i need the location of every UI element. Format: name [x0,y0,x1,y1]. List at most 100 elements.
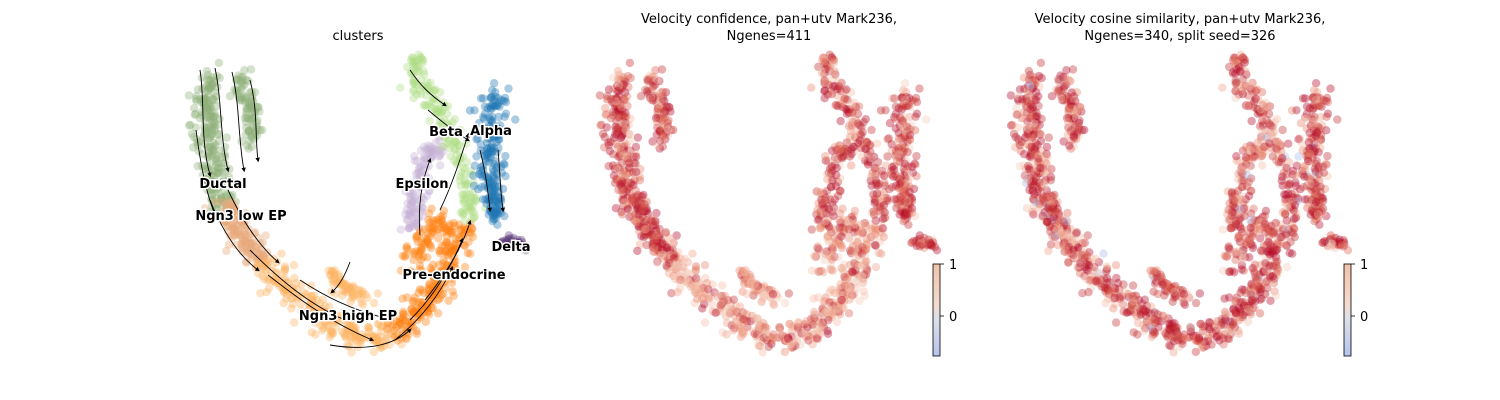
value-cell [710,288,719,297]
value-cell [689,283,698,292]
cluster-cell [400,252,409,261]
value-cell [618,210,627,219]
cluster-cell [198,171,208,180]
value-cell [615,134,624,143]
cluster-cell [442,227,451,236]
value-cell [646,230,656,240]
value-cell [1315,220,1324,229]
cluster-cell [230,85,239,95]
value-cell [597,120,606,130]
value-cell [657,101,666,110]
cluster-cell [258,271,267,281]
cluster-cell [428,268,437,277]
value-cell [620,76,629,85]
value-cell [624,200,633,209]
value-cell [614,152,623,161]
value-cell [741,277,750,286]
cluster-cell [330,272,339,281]
cluster-cell [417,243,426,252]
value-cell [757,319,766,328]
cluster-cell [200,130,209,139]
value-cell [807,83,816,92]
value-cell [691,284,700,293]
value-cell [1238,146,1248,155]
value-cell [825,164,835,173]
value-cell [623,204,632,213]
cluster-cell [259,274,269,284]
value-cell [659,114,668,124]
value-cell [662,261,671,270]
cluster-cell [426,232,435,241]
value-cell [659,109,669,118]
value-cell [1128,281,1138,290]
cluster-cell [420,70,429,79]
value-cell [648,78,657,87]
cluster-cell [219,216,228,225]
cluster-cell [409,94,418,103]
cluster-cell [488,211,498,220]
cluster-cell [497,238,506,247]
value-cell [669,253,678,263]
value-cell [618,130,627,140]
cluster-cell [215,73,224,83]
value-cell [1140,295,1150,304]
value-cell [656,235,666,244]
value-cell [1052,225,1061,234]
value-cell [617,182,626,191]
cluster-cell [258,249,267,259]
cluster-cell [445,221,454,231]
cluster-cell [417,192,426,202]
cluster-cell [428,303,437,313]
cluster-cell [439,206,449,216]
value-cell [704,294,713,303]
value-cell [880,181,890,190]
value-cell [1289,224,1299,233]
cluster-cell [199,99,209,108]
cluster-cell [466,197,475,206]
value-cell [611,130,620,139]
value-cell [667,289,676,298]
value-cell [623,151,632,160]
cluster-cell [310,311,320,320]
value-cell [621,95,630,105]
cluster-cell [213,200,222,209]
value-cell [649,247,658,256]
value-cell [727,321,736,330]
cluster-cell [426,243,436,253]
cluster-cell [440,133,449,142]
value-cell [662,127,671,137]
value-cell [614,106,623,115]
value-cell [656,102,665,111]
value-cell [712,307,722,317]
value-cell [1017,114,1027,123]
value-cell [903,148,912,157]
value-cell [1221,309,1230,318]
cluster-cell [288,293,298,303]
cluster-cell [432,107,442,116]
value-cell [726,309,735,318]
value-cell [760,291,769,300]
cluster-cell [235,230,245,240]
value-cell [756,321,765,330]
cluster-cell [426,295,435,305]
cluster-cell [407,69,416,79]
value-cell [632,217,641,226]
cluster-cell [418,285,427,295]
cluster-cell [224,240,234,249]
cluster-cell [409,87,418,96]
cluster-cell [259,252,268,261]
cluster-cell [409,61,418,71]
value-cell [1224,242,1234,251]
cluster-cell [435,249,445,258]
cluster-cell [504,84,513,93]
value-cell [1015,140,1024,150]
cluster-cell [424,239,433,249]
value-cell [682,274,691,283]
value-cell [1023,86,1033,96]
cluster-cell [448,246,457,255]
cluster-cell [206,132,215,141]
cluster-cell [192,96,201,105]
cluster-cell [369,347,378,357]
cluster-cell [450,137,460,146]
cluster-cell [447,243,456,252]
